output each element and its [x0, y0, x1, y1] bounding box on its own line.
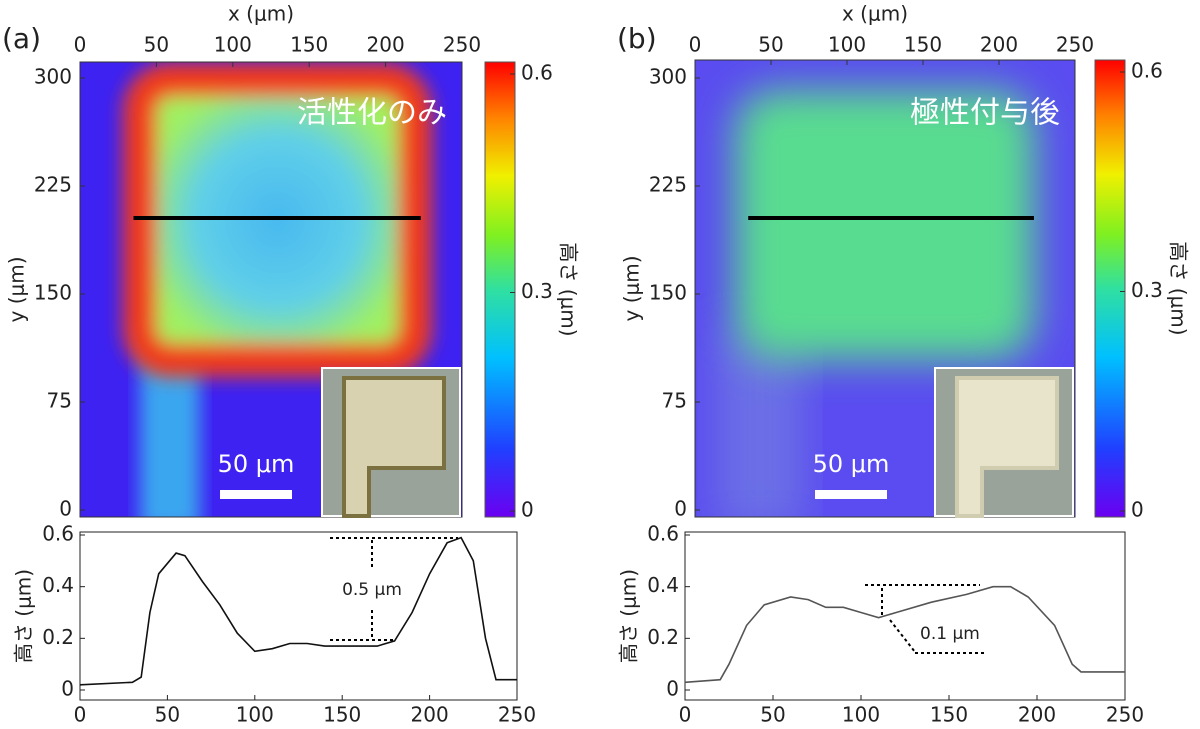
- x-tick-label: 150: [930, 703, 968, 727]
- colorbar-label: 高さ (μm): [557, 242, 581, 336]
- x-tick-label: 200: [411, 703, 449, 727]
- x-tick-label: 0: [74, 33, 87, 57]
- x-tick-label: 200: [980, 33, 1018, 57]
- x-tick-label: 100: [214, 33, 252, 57]
- panel-label: (b): [617, 22, 657, 55]
- y-tick-label: 0.4: [42, 573, 74, 597]
- x-tick-label: 0: [74, 703, 87, 727]
- x-tick-label: 150: [290, 33, 328, 57]
- pad: [735, 90, 1035, 360]
- y-tick-label: 75: [47, 389, 72, 413]
- x-tick-label: 250: [1106, 703, 1144, 727]
- y-axis-label: 高さ (μm): [617, 569, 641, 663]
- annotation-arrow: [889, 619, 916, 653]
- y-tick-label: 150: [649, 281, 687, 305]
- y-tick-label: 75: [662, 389, 687, 413]
- y-tick-label: 0.6: [42, 522, 74, 546]
- y-axis-label: 高さ (μm): [12, 569, 36, 663]
- scale-bar: [815, 490, 887, 499]
- frame: [79, 61, 463, 518]
- colorbar-label: 高さ (μm): [1167, 241, 1191, 335]
- colorbar: [1094, 59, 1126, 518]
- x-tick-label: 250: [498, 703, 536, 727]
- heatmap-image: [695, 60, 1075, 517]
- scale-bar: [220, 490, 292, 499]
- x-tick-label: 50: [758, 33, 783, 57]
- profile-line: [79, 536, 517, 686]
- x-tick-label: 50: [760, 703, 785, 727]
- x-tick-label: 0: [689, 33, 702, 57]
- y-tick-label: 0.6: [647, 522, 679, 546]
- inset-pad: [342, 376, 446, 518]
- x-tick-label: 100: [842, 703, 880, 727]
- x-tick-label: 50: [144, 33, 169, 57]
- overlay-label: 極性付与後: [910, 96, 1060, 131]
- y-tick-label: 0.2: [42, 625, 74, 649]
- x-tick-label: 200: [1018, 703, 1056, 727]
- heatmap: [79, 61, 463, 518]
- y-tick-label: 300: [34, 65, 72, 89]
- y-tick-label: 0.4: [647, 573, 679, 597]
- colorbar-tick-label: 0.6: [1131, 59, 1163, 83]
- x-tick-label: 100: [236, 703, 274, 727]
- heatmap: [694, 59, 1076, 518]
- scale-bar-label: 50 μm: [218, 450, 295, 478]
- y-tick-label: 225: [649, 173, 687, 197]
- overlay-label: 活性化のみ: [297, 96, 447, 131]
- inset-pad: [955, 376, 1059, 518]
- y-axis-label: y (μm): [620, 255, 644, 321]
- lead: [715, 330, 805, 517]
- colorbar: [484, 61, 516, 518]
- x-tick-label: 50: [155, 703, 180, 727]
- annotation: 0.1 μm: [920, 624, 980, 644]
- frame: [694, 59, 1076, 518]
- colorbar-tick-label: 0.3: [1131, 278, 1163, 302]
- plot-frame: [79, 531, 518, 701]
- colorbar-tick-label: 0: [521, 498, 534, 522]
- x-axis-label: x (μm): [842, 2, 908, 26]
- annotation: 0.5 μm: [342, 580, 402, 600]
- x-tick-label: 150: [904, 33, 942, 57]
- x-tick-label: 250: [1056, 33, 1094, 57]
- scale-bar-label: 50 μm: [813, 450, 890, 478]
- colorbar-tick-label: 0: [1131, 498, 1144, 522]
- y-tick-label: 0.2: [647, 625, 679, 649]
- y-tick-label: 0: [666, 677, 679, 701]
- x-axis-label: x (μm): [228, 2, 294, 26]
- x-tick-label: 150: [323, 703, 361, 727]
- y-tick-label: 300: [649, 65, 687, 89]
- x-tick-label: 0: [679, 703, 692, 727]
- x-tick-label: 100: [828, 33, 866, 57]
- y-tick-label: 225: [34, 173, 72, 197]
- y-tick-label: 0: [674, 497, 687, 521]
- x-tick-label: 250: [443, 33, 481, 57]
- x-tick-label: 200: [367, 33, 405, 57]
- y-tick-label: 0: [59, 497, 72, 521]
- profile-line: [684, 585, 1125, 684]
- panel-label: (a): [2, 22, 41, 55]
- y-axis-label: y (μm): [5, 256, 29, 322]
- colorbar-tick-label: 0.6: [521, 61, 553, 85]
- colorbar-tick-label: 0.3: [521, 279, 553, 303]
- y-tick-label: 0: [61, 677, 74, 701]
- plot-frame: [684, 531, 1126, 701]
- y-tick-label: 150: [34, 281, 72, 305]
